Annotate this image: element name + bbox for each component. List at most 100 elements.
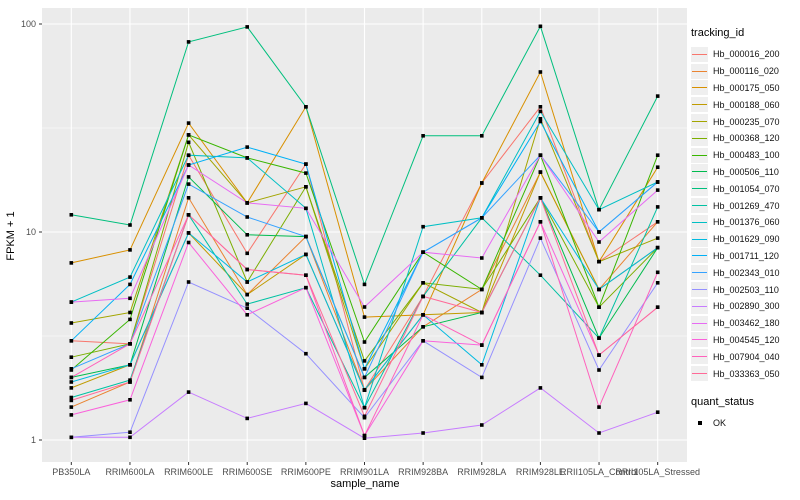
data-point	[69, 213, 74, 217]
legend-item-Hb_000506_110: Hb_000506_110	[691, 164, 799, 181]
data-point	[304, 206, 308, 211]
data-point	[655, 94, 660, 98]
data-point	[128, 430, 132, 434]
legend-item-Hb_004545_120: Hb_004545_120	[691, 332, 799, 349]
data-point	[245, 25, 249, 29]
data-point	[69, 355, 74, 359]
legend-item-Hb_002343_010: Hb_002343_010	[691, 264, 799, 281]
data-point	[597, 305, 601, 309]
data-point	[245, 292, 249, 297]
data-point	[362, 375, 367, 380]
data-point	[421, 281, 425, 285]
data-point	[597, 287, 601, 292]
data-point	[480, 216, 484, 220]
legend-label: Hb_001711_120	[713, 250, 779, 261]
data-point	[597, 336, 601, 340]
data-point	[186, 213, 191, 217]
data-point	[362, 315, 367, 319]
legend-key-line-icon	[691, 315, 708, 331]
data-point	[304, 252, 308, 257]
data-point	[128, 380, 132, 384]
data-point	[480, 310, 484, 315]
legend-label: Hb_007904_040	[713, 351, 780, 362]
data-point	[186, 163, 191, 167]
data-point	[128, 310, 132, 315]
data-point	[245, 306, 249, 310]
data-point	[362, 305, 367, 309]
legend-label: Hb_000016_200	[713, 49, 780, 60]
data-point	[538, 236, 543, 240]
data-point	[421, 431, 425, 435]
data-point	[421, 250, 425, 254]
data-point	[480, 287, 484, 292]
data-point	[362, 359, 367, 363]
legend-key-line-icon	[691, 114, 708, 130]
data-point	[304, 234, 308, 239]
data-point	[186, 280, 191, 284]
data-point	[245, 280, 249, 284]
legend-label: Hb_000116_020	[713, 66, 779, 77]
data-point	[245, 233, 249, 237]
x-tick-label: PB350LA	[52, 467, 90, 477]
data-point	[655, 188, 660, 192]
legend-label: Hb_000506_110	[713, 166, 779, 177]
legend-item-quant-OK: OK	[691, 415, 799, 432]
data-point	[655, 410, 660, 414]
data-point	[245, 267, 249, 272]
legend-label: Hb_002343_010	[713, 267, 780, 278]
data-point	[186, 231, 191, 235]
data-point	[69, 386, 74, 390]
data-point	[362, 282, 367, 287]
data-point	[655, 180, 660, 184]
legend-item-Hb_001054_070: Hb_001054_070	[691, 180, 799, 197]
data-point	[655, 281, 660, 285]
legend-label: Hb_000483_100	[713, 150, 780, 161]
data-point	[69, 375, 74, 380]
y-tick-label: 10	[26, 227, 36, 237]
data-point	[186, 182, 191, 186]
legend-label: Hb_001629_090	[713, 234, 780, 245]
data-point	[304, 171, 308, 175]
legend-item-Hb_000016_200: Hb_000016_200	[691, 46, 799, 63]
data-point	[128, 248, 132, 252]
legend-label: Hb_001269_470	[713, 200, 780, 211]
data-point	[186, 121, 191, 125]
data-point	[538, 117, 543, 121]
legend-key-line-icon	[691, 46, 708, 62]
x-tick-label: RRIM901LA	[340, 467, 389, 477]
legend-label: Hb_000368_120	[713, 133, 780, 144]
y-tick-label: 1	[31, 435, 36, 445]
data-point	[538, 170, 543, 174]
legend-item-Hb_000188_060: Hb_000188_060	[691, 96, 799, 113]
data-point	[128, 223, 132, 227]
legend-item-Hb_001629_090: Hb_001629_090	[691, 231, 799, 248]
legend-key-line-icon	[691, 282, 708, 298]
data-point	[245, 416, 249, 421]
data-point	[69, 380, 74, 384]
legend-key-line-icon	[691, 298, 708, 314]
legend-item-Hb_002503_110: Hb_002503_110	[691, 281, 799, 298]
data-point	[597, 207, 601, 212]
data-point	[421, 313, 425, 317]
data-point	[186, 153, 191, 157]
data-point	[245, 215, 249, 219]
data-point	[538, 196, 543, 200]
legend-label: Hb_000235_070	[713, 116, 780, 127]
legend-label: Hb_004545_120	[713, 334, 780, 345]
data-point	[655, 165, 660, 169]
legend-item-Hb_000483_100: Hb_000483_100	[691, 147, 799, 164]
legend-item-Hb_007904_040: Hb_007904_040	[691, 348, 799, 365]
x-tick-label: RRIM600SE	[222, 467, 272, 477]
y-tick-label: 100	[21, 19, 36, 29]
data-point	[421, 224, 425, 229]
legend-key-line-icon	[691, 349, 708, 365]
legend-label: Hb_033363_050	[713, 368, 780, 379]
data-point	[597, 230, 601, 234]
data-point	[480, 134, 484, 138]
data-point	[597, 368, 601, 372]
data-point	[245, 251, 249, 256]
data-point	[69, 339, 74, 343]
data-point	[128, 296, 132, 301]
